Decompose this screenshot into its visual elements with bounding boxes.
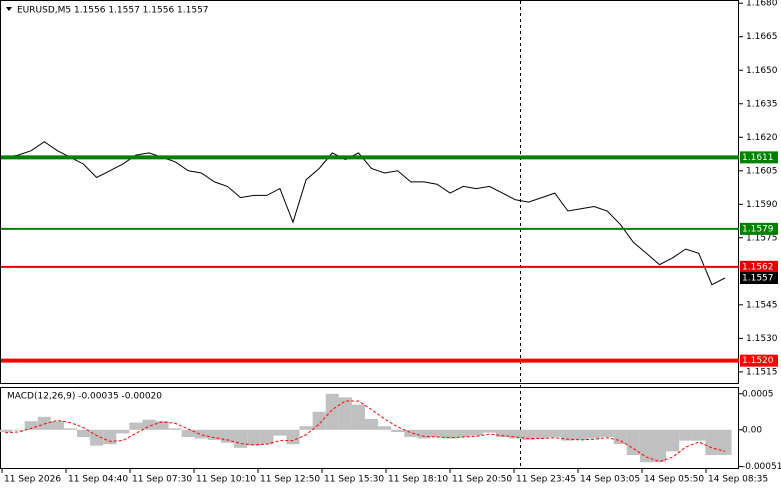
macd-bar	[11, 429, 25, 431]
x-tick-label: 11 Sep 18:10	[388, 475, 448, 485]
y-tick-label: 1.1545	[746, 300, 778, 310]
macd-bar	[37, 416, 51, 430]
x-tick-label: 11 Sep 10:10	[196, 475, 256, 485]
macd-bar	[443, 429, 457, 439]
x-tick-label: 11 Sep 15:30	[324, 475, 384, 485]
y-tick-label: 1.1680	[746, 0, 778, 9]
macd-bar	[351, 404, 365, 430]
last-price-label: 1.1557	[742, 274, 774, 284]
x-tick-label: 11 Sep 12:50	[260, 475, 320, 485]
level-label-box	[740, 222, 778, 235]
y-tick-label: 1.1605	[746, 166, 778, 176]
y-tick-label: 1.1620	[746, 133, 778, 143]
macd-bar	[63, 428, 77, 430]
macd-title: MACD(12,26,9) -0.00035 -0.00020	[7, 392, 162, 402]
y-tick-label: 1.1575	[746, 233, 778, 243]
level-label: 1.1562	[742, 262, 774, 272]
macd-bar	[417, 429, 431, 439]
macd-bar	[653, 429, 667, 463]
macd-bar	[692, 429, 706, 441]
chart-title: EURUSD,M5 1.1556 1.1557 1.1556 1.1557	[17, 6, 209, 16]
y-tick-label: 1.1650	[746, 66, 778, 76]
y-tick-label: 1.1590	[746, 200, 778, 210]
macd-bar	[666, 429, 680, 452]
macd-bar	[430, 429, 444, 438]
y-tick-label: 1.1515	[746, 367, 778, 377]
level-label-box	[740, 354, 778, 367]
x-tick-label: 14 Sep 08:35	[708, 475, 768, 485]
macd-bar	[312, 411, 326, 430]
macd-bar	[626, 429, 640, 456]
macd-bar	[103, 429, 117, 445]
macd-bar	[495, 429, 509, 438]
x-tick-label: 11 Sep 04:40	[68, 475, 128, 485]
macd-bar	[181, 429, 195, 438]
macd-bar	[535, 429, 549, 439]
macd-bar	[574, 429, 588, 440]
macd-bar	[247, 429, 261, 446]
macd-panel-frame	[0, 387, 739, 469]
level-label-box	[740, 260, 778, 273]
macd-bar	[234, 429, 248, 448]
macd-bar	[365, 418, 379, 430]
macd-bar	[456, 429, 470, 438]
macd-bar	[718, 429, 732, 456]
macd-bar	[77, 429, 91, 438]
price-line	[4, 141, 726, 286]
x-tick-label: 11 Sep 07:30	[132, 475, 192, 485]
macd-bar	[378, 426, 392, 430]
macd-bar	[679, 429, 693, 441]
macd-bar	[168, 428, 182, 430]
x-tick-label: 11 Sep 2026	[4, 475, 61, 485]
macd-bar	[24, 421, 38, 430]
x-tick-label: 11 Sep 20:50	[452, 475, 512, 485]
macd-bar	[0, 429, 12, 432]
y-tick-label: 1.1530	[746, 334, 778, 344]
x-tick-label: 11 Sep 23:45	[516, 475, 576, 485]
macd-bar	[705, 429, 719, 456]
macd-bar	[469, 429, 483, 436]
x-tick-label: 14 Sep 05:50	[644, 475, 704, 485]
macd-bar	[509, 429, 523, 439]
macd-bar	[391, 429, 405, 432]
last-price-box	[740, 272, 778, 285]
level-label: 1.1579	[742, 224, 774, 234]
macd-bar	[548, 429, 562, 438]
level-label: 1.1611	[742, 153, 774, 163]
y-tick-label: 0.00	[742, 425, 762, 435]
macd-bar	[286, 429, 300, 445]
macd-bar	[155, 421, 169, 430]
price-panel-frame	[0, 0, 739, 384]
macd-bar	[587, 429, 601, 439]
macd-bar	[639, 429, 653, 463]
macd-bar	[260, 429, 274, 445]
macd-bar	[273, 429, 287, 436]
signal-line	[4, 400, 726, 463]
macd-bar	[338, 397, 352, 430]
macd-bar	[116, 429, 130, 434]
symbol-menu-icon[interactable]	[6, 7, 12, 11]
y-tick-label: 1.1635	[746, 99, 778, 109]
macd-bar	[207, 429, 221, 440]
y-tick-label: -0.00051	[742, 462, 781, 472]
macd-bar	[600, 429, 614, 438]
level-label-box	[740, 151, 778, 164]
y-tick-label: 1.1665	[746, 32, 778, 42]
macd-bar	[482, 429, 496, 433]
y-tick-label: 0.0005	[742, 389, 774, 399]
x-tick-label: 14 Sep 03:05	[580, 475, 640, 485]
level-label: 1.1520	[742, 356, 774, 366]
macd-bar	[129, 422, 143, 430]
macd-bar	[325, 393, 339, 430]
macd-bar	[522, 429, 536, 440]
macd-bar	[299, 426, 313, 430]
macd-bar	[194, 429, 208, 439]
macd-bar	[404, 429, 418, 438]
macd-bar	[561, 429, 575, 441]
macd-bar	[613, 429, 627, 445]
macd-bar	[50, 421, 64, 430]
macd-bar	[142, 419, 156, 430]
